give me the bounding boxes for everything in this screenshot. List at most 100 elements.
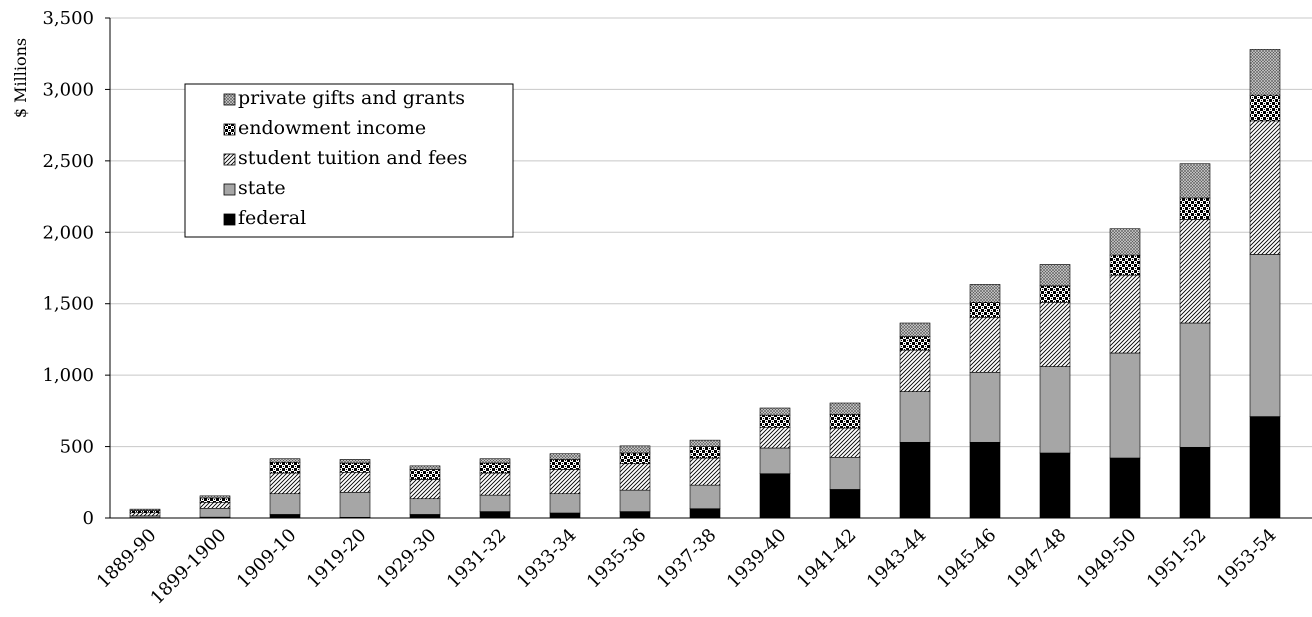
x-tick-label: 1937-38 — [653, 525, 721, 593]
x-tick-label: 1909-10 — [233, 525, 301, 593]
legend-swatch — [223, 123, 236, 136]
bar-state — [759, 447, 791, 475]
x-tick-label: 1947-48 — [1003, 525, 1071, 593]
bar-federal — [619, 511, 651, 519]
legend-label: private gifts and grants — [238, 87, 465, 109]
x-tick-label: 1945-46 — [933, 525, 1001, 593]
bar-private-gifts-and-grants — [269, 458, 301, 463]
bar-federal — [269, 514, 301, 519]
x-tick-label: 1889-90 — [93, 525, 161, 593]
bar-state — [549, 493, 581, 514]
legend-label: federal — [238, 207, 306, 229]
bar-federal — [759, 473, 791, 519]
x-tick-label: 1929-30 — [373, 525, 441, 593]
bar-endowment-income — [269, 461, 301, 474]
bar-private-gifts-and-grants — [1179, 163, 1211, 199]
y-axis-label: $ Millions — [11, 38, 30, 118]
bar-federal — [1179, 446, 1211, 519]
y-tick-label: 3,500 — [42, 8, 94, 29]
bar-state — [1039, 366, 1071, 454]
bar-state — [199, 507, 231, 518]
y-tick-label: 1,000 — [42, 365, 94, 386]
bar-private-gifts-and-grants — [619, 445, 651, 454]
bar-federal — [409, 514, 441, 519]
bar-student-tuition-and-fees — [1109, 274, 1141, 354]
legend-label: student tuition and fees — [238, 147, 467, 169]
bar-federal — [899, 441, 931, 519]
bar-private-gifts-and-grants — [339, 459, 371, 464]
bar-federal — [479, 511, 511, 519]
axes — [105, 17, 1312, 519]
bar-endowment-income — [969, 301, 1001, 318]
bar-student-tuition-and-fees — [1249, 120, 1281, 255]
bar-student-tuition-and-fees — [619, 463, 651, 491]
x-tick-label: 1939-40 — [723, 525, 791, 593]
legend-label: endowment income — [238, 117, 426, 139]
bar-private-gifts-and-grants — [479, 458, 511, 464]
x-tick-label: 1943-44 — [863, 525, 931, 593]
bar-private-gifts-and-grants — [1039, 264, 1071, 287]
bar-federal — [549, 512, 581, 519]
bar-state — [479, 494, 511, 512]
bar-endowment-income — [1179, 197, 1211, 220]
legend-swatch — [223, 93, 236, 106]
bar-student-tuition-and-fees — [129, 512, 161, 517]
bar-state — [1109, 352, 1141, 459]
bar-federal — [1249, 416, 1281, 519]
bar-endowment-income — [129, 510, 161, 514]
bar-endowment-income — [1109, 254, 1141, 276]
bar-endowment-income — [199, 497, 231, 503]
bar-private-gifts-and-grants — [899, 322, 931, 337]
bar-endowment-income — [339, 462, 371, 473]
bar-student-tuition-and-fees — [199, 501, 231, 509]
bar-state — [409, 498, 441, 515]
bar-private-gifts-and-grants — [199, 495, 231, 499]
bar-endowment-income — [409, 469, 441, 480]
bar-state — [829, 456, 861, 490]
bar-endowment-income — [829, 414, 861, 429]
bar-federal — [689, 508, 721, 519]
bar-student-tuition-and-fees — [339, 471, 371, 493]
y-tick-label: 2,500 — [42, 151, 94, 172]
x-tick-label: 1951-52 — [1143, 525, 1211, 593]
bar-state — [689, 484, 721, 510]
bar-private-gifts-and-grants — [1109, 228, 1141, 256]
x-tick-label: 1941-42 — [793, 525, 861, 593]
legend: private gifts and grants endowment income… — [184, 83, 514, 238]
bar-federal — [1109, 457, 1141, 519]
bar-state — [1249, 254, 1281, 417]
y-tick-label: 500 — [60, 437, 94, 458]
bar-student-tuition-and-fees — [1179, 219, 1211, 324]
bar-student-tuition-and-fees — [759, 426, 791, 449]
bar-student-tuition-and-fees — [689, 457, 721, 486]
bar-federal — [969, 441, 1001, 519]
bar-federal — [829, 489, 861, 519]
bar-endowment-income — [689, 446, 721, 459]
bar-student-tuition-and-fees — [969, 316, 1001, 373]
y-tick-label: 3,000 — [42, 79, 94, 100]
x-tick-label: 1949-50 — [1073, 525, 1141, 593]
bar-federal — [1039, 452, 1071, 519]
bar-state — [899, 391, 931, 443]
bar-student-tuition-and-fees — [1039, 301, 1071, 367]
legend-swatch — [223, 153, 236, 166]
x-tick-label: 1899-1900 — [147, 525, 231, 609]
x-tick-label: 1953-54 — [1213, 525, 1281, 593]
y-tick-label: 0 — [83, 508, 94, 529]
bar-student-tuition-and-fees — [479, 472, 511, 496]
bar-private-gifts-and-grants — [829, 402, 861, 415]
bar-private-gifts-and-grants — [549, 453, 581, 460]
bar-student-tuition-and-fees — [899, 349, 931, 392]
bar-endowment-income — [1039, 285, 1071, 303]
bar-state — [619, 489, 651, 512]
bar-state — [969, 371, 1001, 443]
bar-student-tuition-and-fees — [549, 469, 581, 495]
bar-state — [1179, 322, 1211, 448]
bar-student-tuition-and-fees — [409, 479, 441, 500]
bar-state — [269, 493, 301, 515]
bar-student-tuition-and-fees — [269, 472, 301, 495]
bar-private-gifts-and-grants — [409, 465, 441, 470]
